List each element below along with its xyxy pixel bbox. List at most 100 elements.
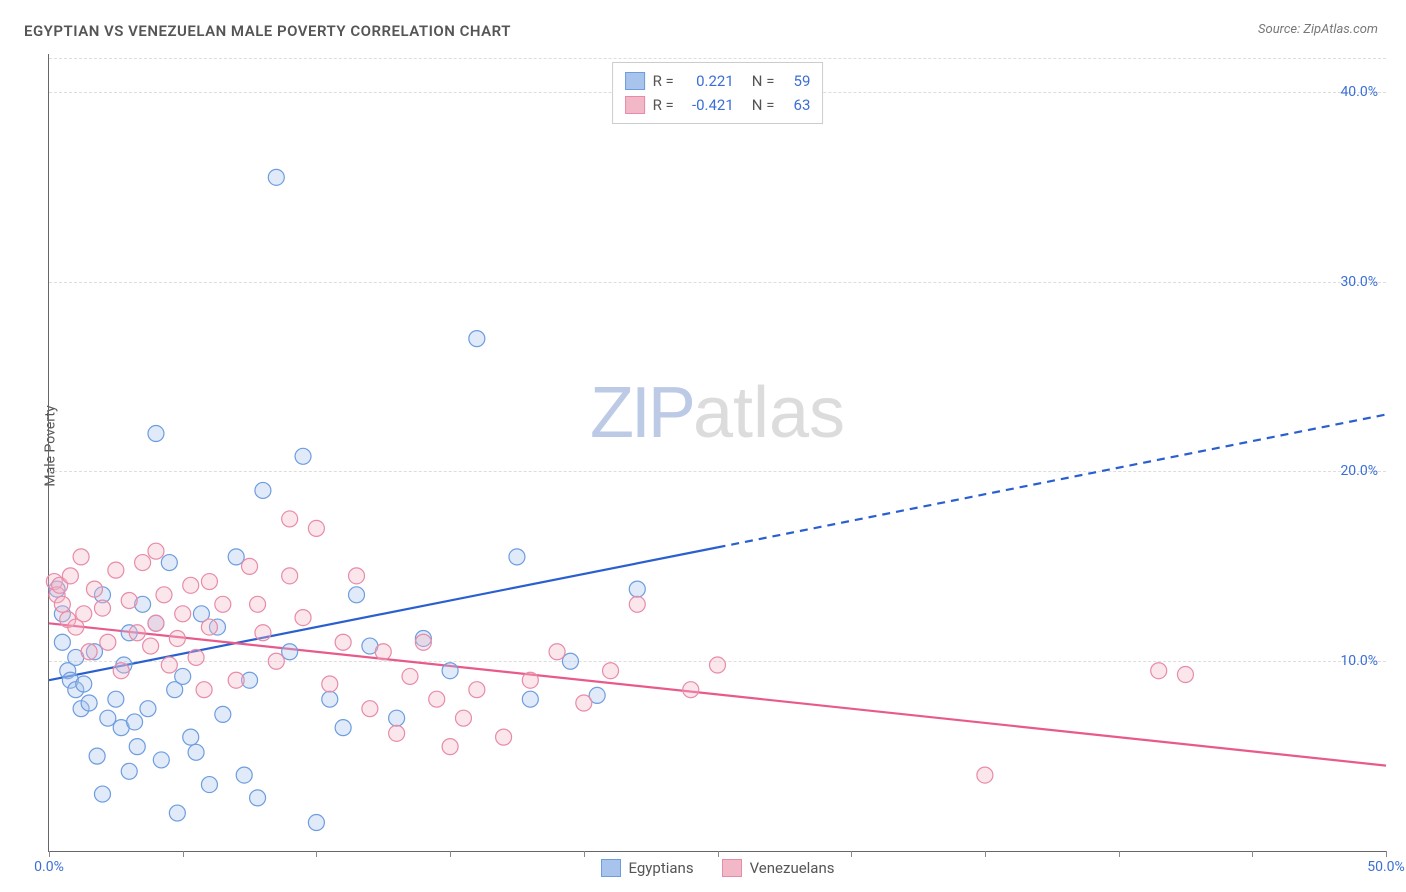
scatter-point [215,596,231,612]
scatter-point [250,596,266,612]
scatter-point [68,619,84,635]
scatter-point [183,577,199,593]
legend-item: Venezuelans [722,859,835,877]
scatter-point [442,739,458,755]
scatter-point [169,630,185,646]
scatter-point [362,701,378,717]
scatter-point [161,657,177,673]
correlation-legend: R =0.221N =59R =-0.421N =63 [612,62,824,124]
x-tick [316,851,317,857]
scatter-point [127,714,143,730]
x-tick [183,851,184,857]
scatter-point [629,596,645,612]
r-value: -0.421 [682,96,734,114]
scatter-point [161,555,177,571]
scatter-point [509,549,525,565]
watermark-zip: ZIP [590,373,693,453]
scatter-point [469,331,485,347]
scatter-point [242,672,258,688]
scatter-point [335,720,351,736]
x-tick [718,851,719,857]
scatter-point [60,611,76,627]
scatter-point [228,549,244,565]
scatter-point [81,644,97,660]
scatter-point [255,482,271,498]
scatter-point [183,729,199,745]
scatter-point [89,748,105,764]
gridline [49,661,1386,662]
legend-row: R =-0.421N =63 [625,93,811,117]
scatter-point [255,625,271,641]
scatter-point [116,657,132,673]
scatter-point [335,634,351,650]
scatter-point [201,574,217,590]
scatter-point [193,606,209,622]
scatter-point [156,587,172,603]
scatter-point [86,644,102,660]
r-label: R = [653,72,674,90]
scatter-point [469,682,485,698]
n-value: 63 [782,96,810,114]
scatter-point [148,426,164,442]
scatter-point [402,668,418,684]
scatter-point [268,169,284,185]
scatter-point [250,790,266,806]
scatter-point [121,593,137,609]
watermark-atlas: atlas [693,373,845,453]
scatter-point [215,706,231,722]
legend-swatch [601,859,621,877]
scatter-point [201,619,217,635]
legend-swatch [722,859,742,877]
n-label: N = [752,72,775,90]
source-attribution: Source: ZipAtlas.com [1258,22,1378,37]
scatter-point [167,682,183,698]
scatter-point [295,610,311,626]
scatter-point [49,581,65,597]
y-tick-label: 20.0% [1340,463,1378,479]
scatter-point [282,644,298,660]
scatter-point [68,649,84,665]
scatter-point [429,691,445,707]
trend-line-dashed [718,415,1387,548]
scatter-point [60,663,76,679]
scatter-point [54,606,70,622]
x-tick [1252,851,1253,857]
scatter-point [153,752,169,768]
scatter-point [188,649,204,665]
scatter-point [68,682,84,698]
scatter-point [322,676,338,692]
scatter-point [113,663,129,679]
scatter-point [73,549,89,565]
scatter-point [94,587,110,603]
scatter-point [52,577,68,593]
scatter-point [76,606,92,622]
scatter-point [188,744,204,760]
scatter-point [228,672,244,688]
scatter-point [100,710,116,726]
y-tick-label: 40.0% [1340,84,1378,100]
scatter-point [389,725,405,741]
scatter-point [710,657,726,673]
scatter-point [129,625,145,641]
scatter-point [129,739,145,755]
scatter-point [349,587,365,603]
legend-row: R =0.221N =59 [625,69,811,93]
scatter-point [86,581,102,597]
scatter-point [121,625,137,641]
x-tick-label: 50.0% [1367,859,1405,875]
scatter-point [522,672,538,688]
y-tick-label: 10.0% [1340,653,1378,669]
scatter-point [76,676,92,692]
scatter-point [236,767,252,783]
scatter-point [308,815,324,831]
scatter-point [603,663,619,679]
scatter-point [175,606,191,622]
series-legend: EgyptiansVenezuelans [601,859,835,877]
scatter-point [415,634,431,650]
watermark: ZIPatlas [590,372,845,454]
scatter-point [108,691,124,707]
scatter-point [46,574,62,590]
scatter-point [196,682,212,698]
scatter-point [389,710,405,726]
scatter-point [629,581,645,597]
